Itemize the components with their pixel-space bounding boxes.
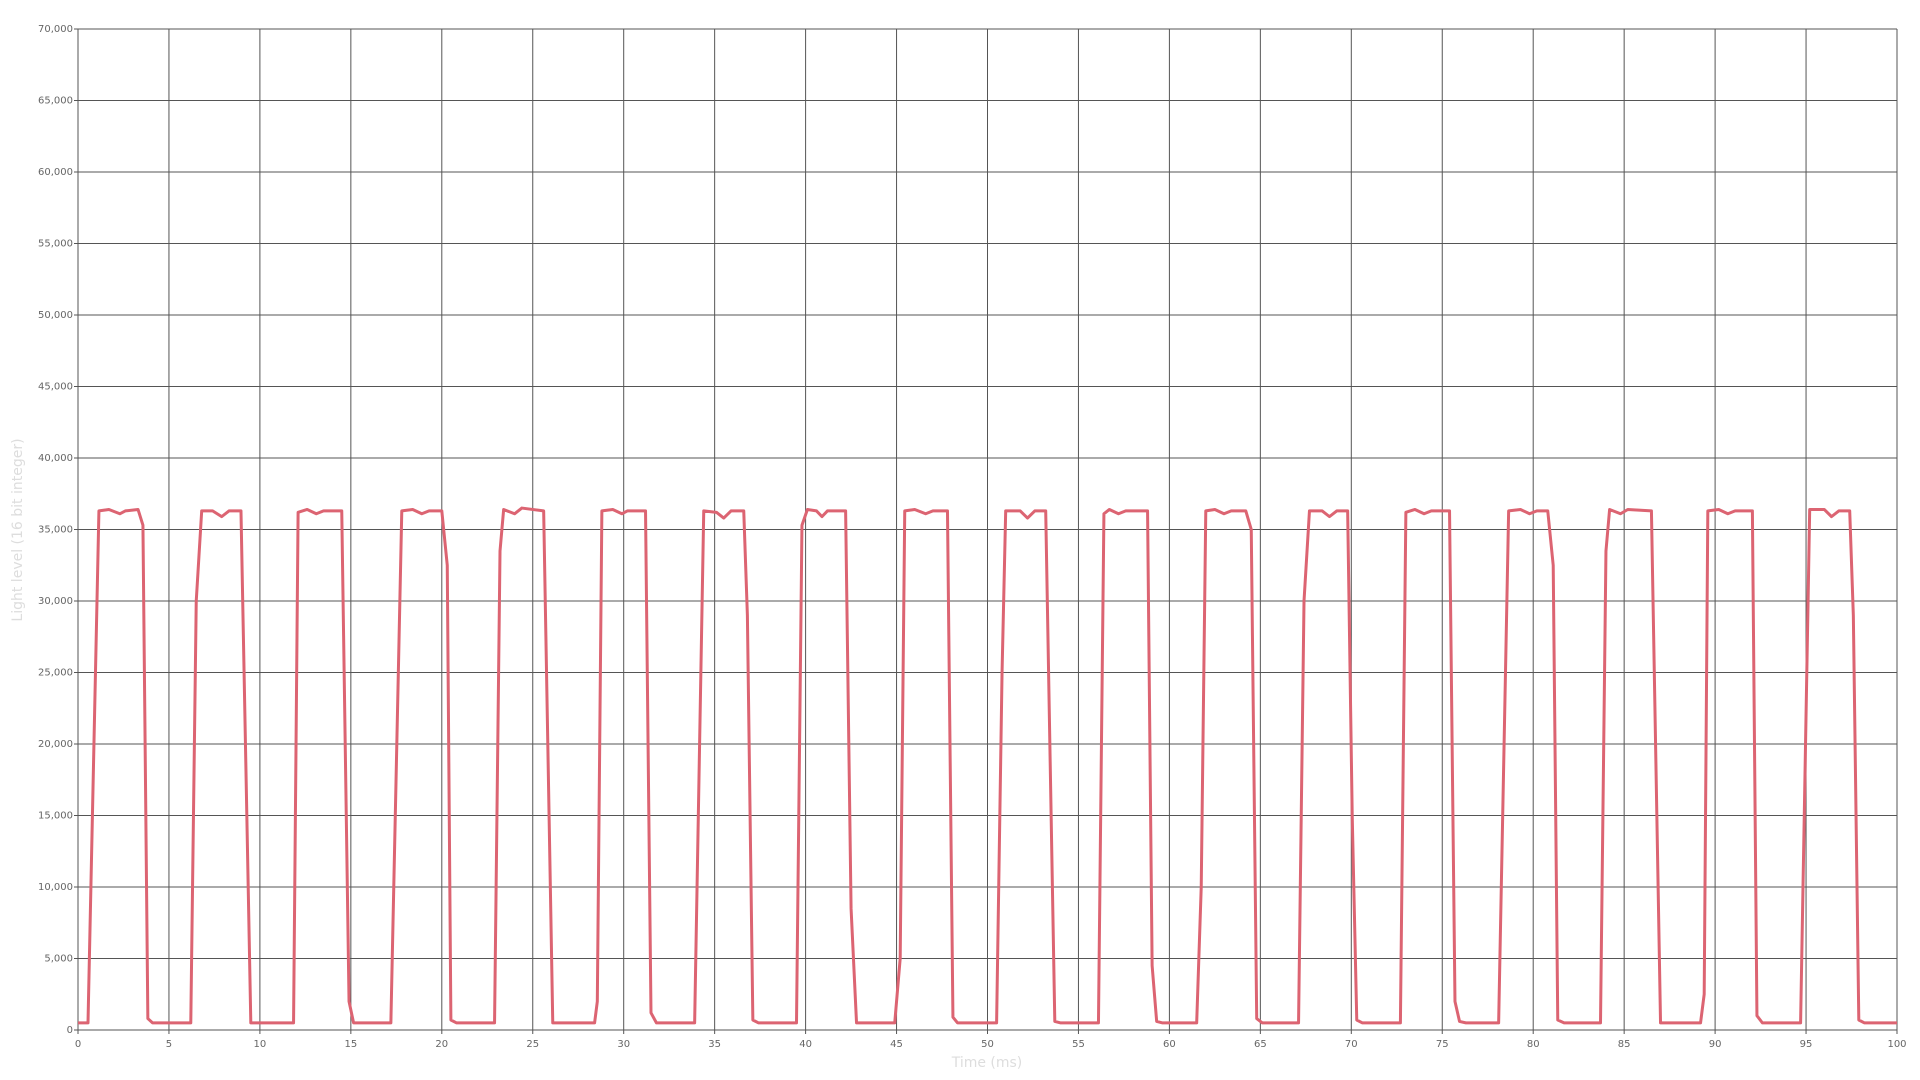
- y-tick-label: 10,000: [38, 882, 73, 893]
- y-tick-label: 65,000: [38, 96, 73, 107]
- x-tick-label: 35: [708, 1039, 721, 1050]
- y-tick-label: 25,000: [38, 668, 73, 679]
- x-tick-label: 50: [981, 1039, 994, 1050]
- y-tick-label: 50,000: [38, 310, 73, 321]
- x-tick-label: 40: [799, 1039, 812, 1050]
- x-tick-label: 75: [1436, 1039, 1449, 1050]
- x-tick-label: 20: [435, 1039, 448, 1050]
- x-axis-title: Time (ms): [951, 1055, 1023, 1071]
- y-tick-label: 5,000: [44, 954, 73, 965]
- y-tick-label: 45,000: [38, 382, 73, 393]
- y-tick-label: 35,000: [38, 525, 73, 536]
- x-tick-label: 25: [526, 1039, 539, 1050]
- y-tick-label: 60,000: [38, 167, 73, 178]
- x-tick-label: 5: [166, 1039, 172, 1050]
- x-tick-label: 60: [1163, 1039, 1176, 1050]
- x-tick-label: 15: [344, 1039, 357, 1050]
- y-tick-label: 40,000: [38, 453, 73, 464]
- x-tick-label: 55: [1072, 1039, 1085, 1050]
- y-tick-label: 55,000: [38, 239, 73, 250]
- x-tick-label: 90: [1709, 1039, 1722, 1050]
- x-tick-label: 80: [1527, 1039, 1540, 1050]
- y-tick-label: 0: [67, 1025, 73, 1036]
- y-axis-title: Light level (16 bit integer): [10, 438, 26, 621]
- x-tick-label: 85: [1618, 1039, 1631, 1050]
- x-tick-label: 45: [890, 1039, 903, 1050]
- data-line: [78, 506, 1897, 1025]
- y-tick-label: 70,000: [38, 24, 73, 35]
- y-tick-label: 20,000: [38, 739, 73, 750]
- x-tick-label: 65: [1254, 1039, 1267, 1050]
- x-tick-label: 95: [1800, 1039, 1813, 1050]
- y-tick-label: 30,000: [38, 596, 73, 607]
- x-tick-label: 10: [254, 1039, 267, 1050]
- x-tick-label: 0: [75, 1039, 81, 1050]
- x-tick-label: 30: [617, 1039, 630, 1050]
- y-tick-label: 15,000: [38, 811, 73, 822]
- x-tick-label: 70: [1345, 1039, 1358, 1050]
- x-tick-label: 100: [1887, 1039, 1906, 1050]
